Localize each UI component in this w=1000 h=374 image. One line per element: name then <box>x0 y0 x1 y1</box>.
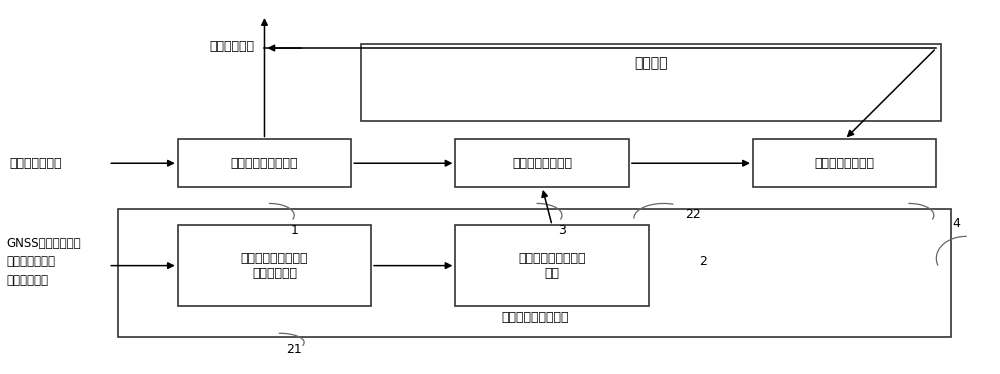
Text: 惯性基高频定位模块: 惯性基高频定位模块 <box>231 157 298 170</box>
Bar <box>455 226 649 306</box>
Text: 定位数据校正模块: 定位数据校正模块 <box>512 157 572 170</box>
Text: 多传感器历史定位数
据队列生成器: 多传感器历史定位数 据队列生成器 <box>241 252 308 280</box>
Text: 时间同步递推模块: 时间同步递推模块 <box>815 157 875 170</box>
Bar <box>753 140 936 187</box>
Text: 21: 21 <box>286 343 302 356</box>
Text: 高频定位输出: 高频定位输出 <box>210 40 255 53</box>
Bar <box>118 209 951 337</box>
Bar <box>455 140 629 187</box>
Text: 3: 3 <box>558 224 566 237</box>
Text: 2: 2 <box>699 255 707 269</box>
Bar <box>361 45 941 121</box>
Text: 1: 1 <box>290 224 298 237</box>
Text: 传感器信息处理模块: 传感器信息处理模块 <box>501 311 568 324</box>
Text: 历史数据固定区间截
取器: 历史数据固定区间截 取器 <box>518 252 586 280</box>
Bar <box>178 140 351 187</box>
Text: 里程计、视觉、: 里程计、视觉、 <box>6 255 55 269</box>
Bar <box>178 226 371 306</box>
Text: 4: 4 <box>952 217 960 230</box>
Text: GNSS、激光雷达、: GNSS、激光雷达、 <box>6 237 81 250</box>
Text: 加速度、角速度: 加速度、角速度 <box>9 157 62 170</box>
Text: 更新定位: 更新定位 <box>634 56 668 71</box>
Text: 毫米波雷达、: 毫米波雷达、 <box>6 274 48 287</box>
Text: 22: 22 <box>686 208 701 221</box>
